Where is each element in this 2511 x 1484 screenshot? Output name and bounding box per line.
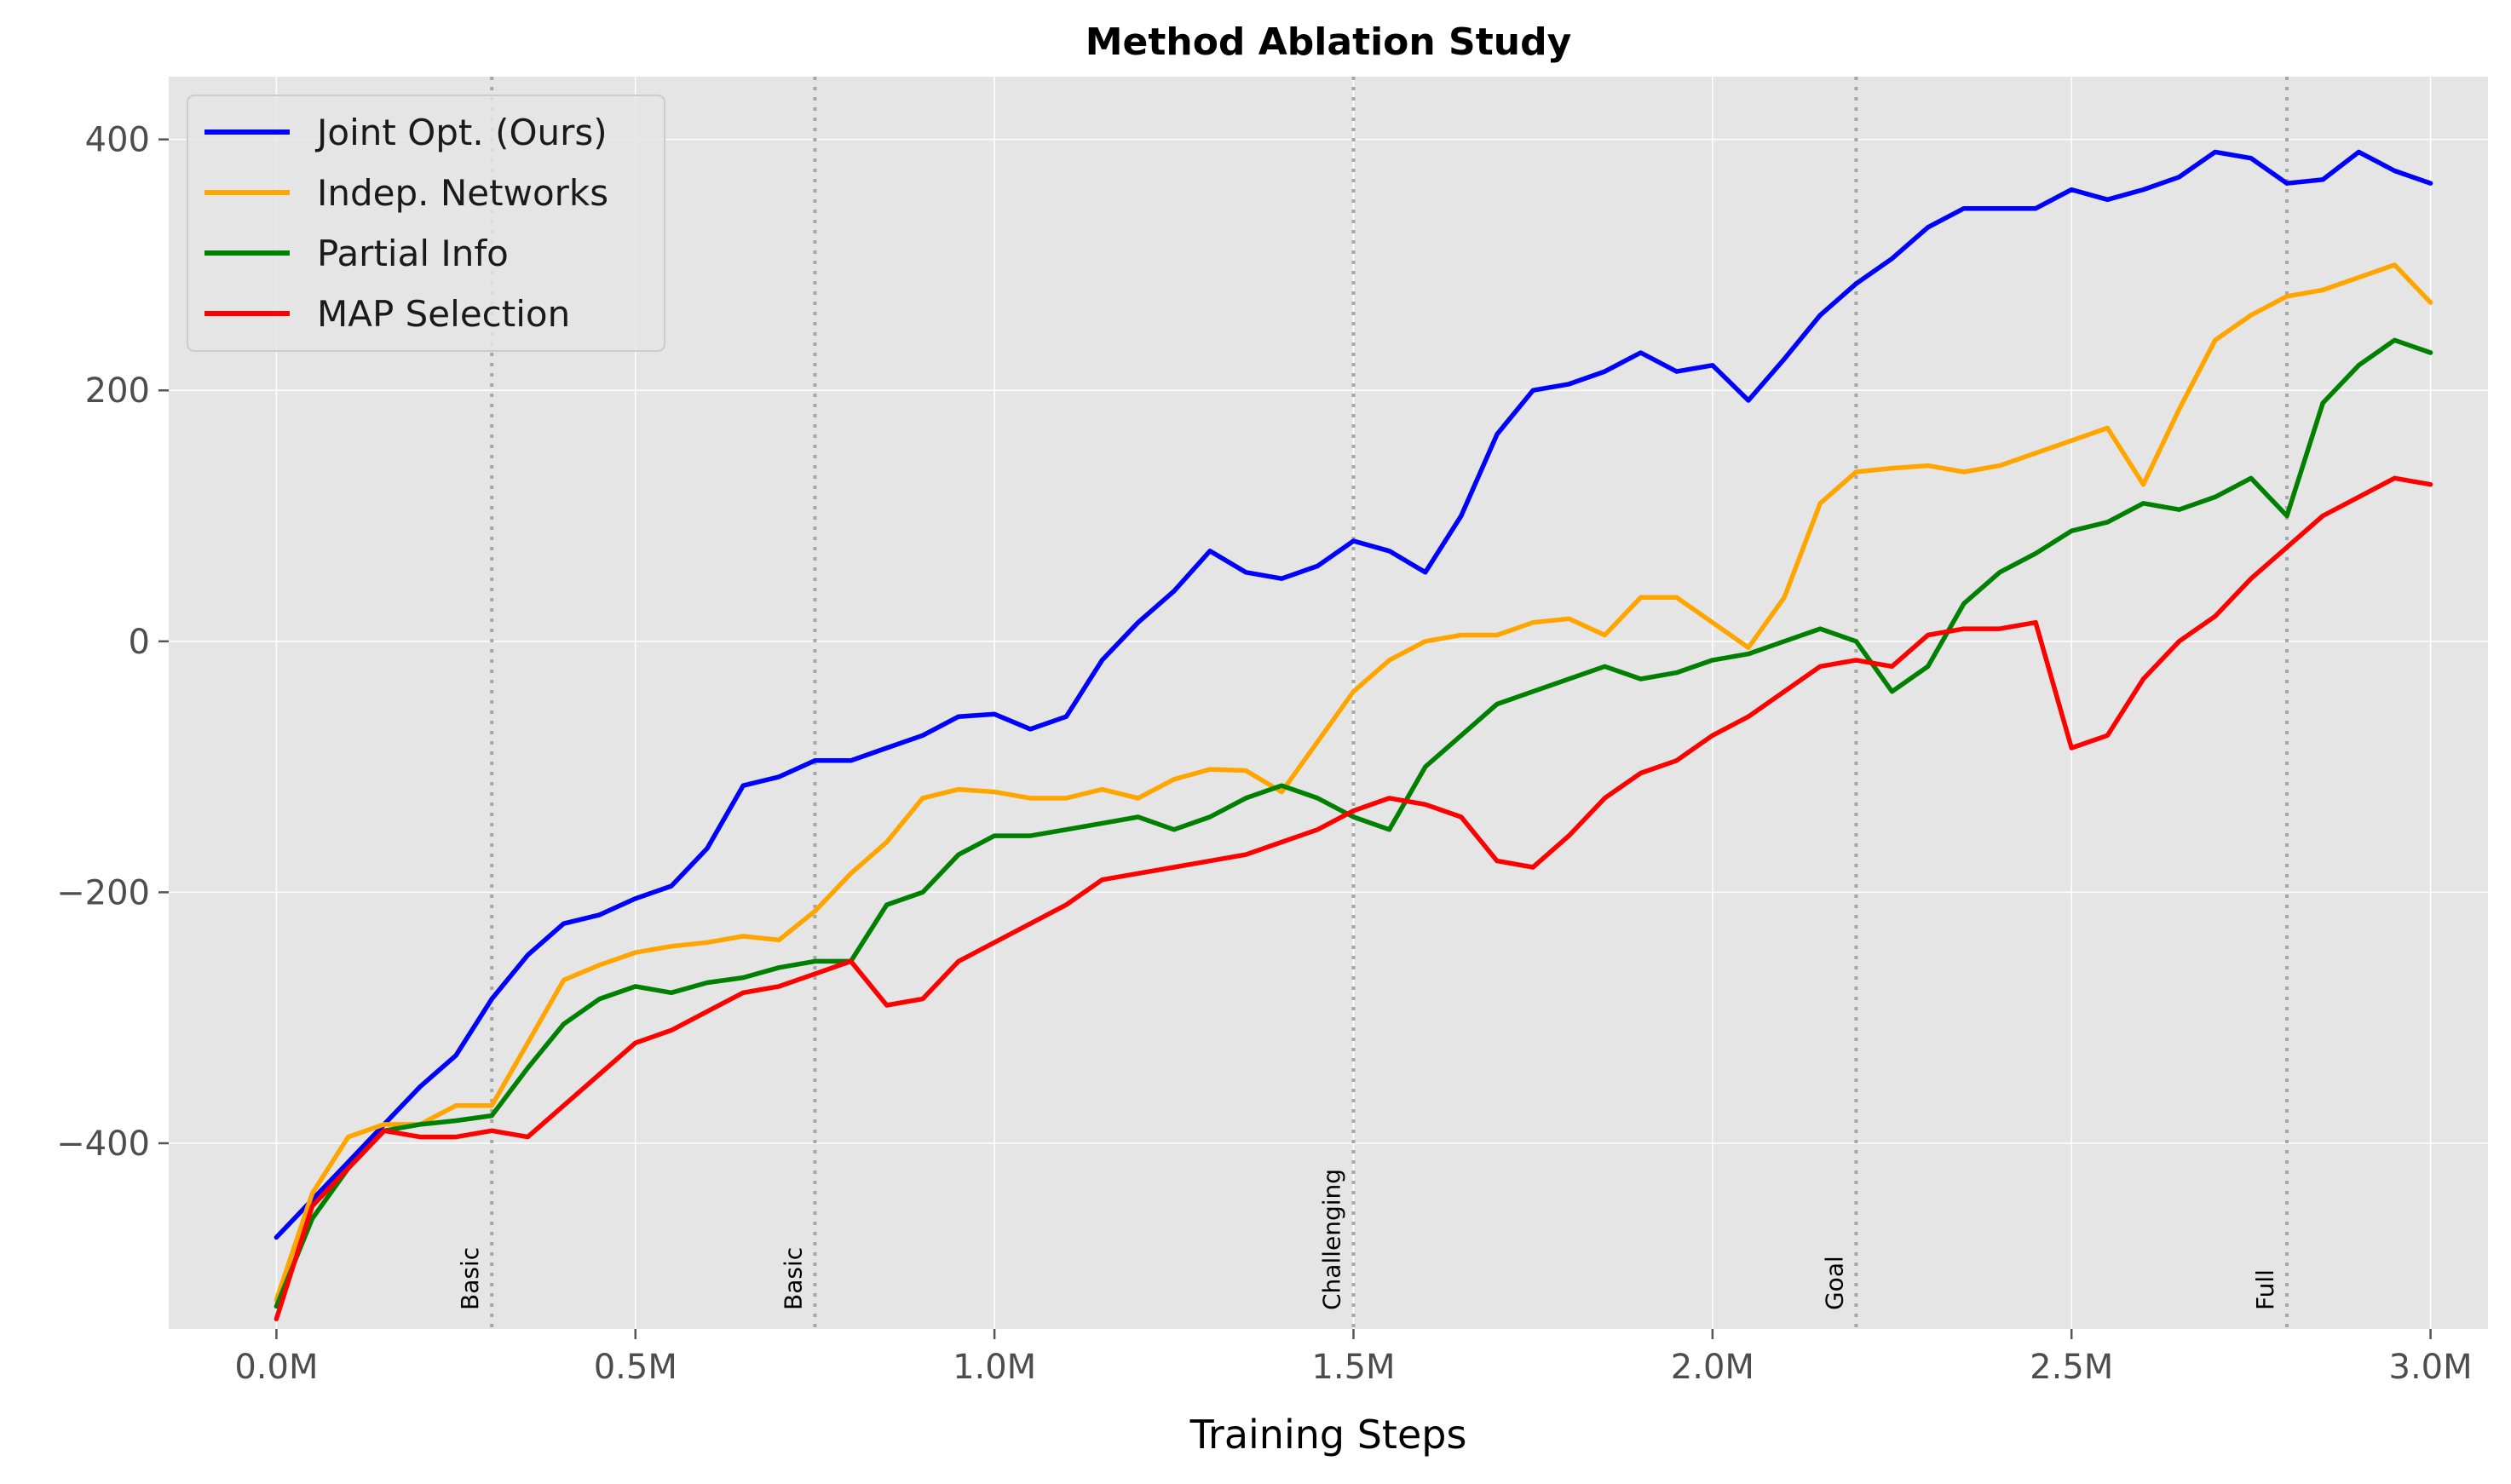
- x-tick-label: 0.0M: [234, 1348, 318, 1387]
- y-tick-label: −200: [56, 873, 150, 912]
- y-tick-label: −400: [56, 1125, 150, 1164]
- y-tick-label: 200: [85, 371, 150, 411]
- stage-marker-label: Full: [2251, 1269, 2279, 1310]
- legend-entry: MAP Selection: [317, 293, 570, 335]
- stage-marker-label: Basic: [456, 1247, 484, 1310]
- legend-box: [187, 95, 665, 352]
- y-tick-label: 400: [85, 121, 150, 160]
- series-line-0: [274, 149, 2433, 1240]
- legend-entry: Joint Opt. (Ours): [314, 112, 608, 153]
- stage-marker-label: Basic: [779, 1247, 807, 1310]
- x-tick-label: 2.0M: [1671, 1348, 1754, 1387]
- x-tick-label: 0.5M: [594, 1348, 677, 1387]
- stage-markers: Basic Basic Challenging Goal Full: [456, 77, 2289, 1329]
- chart-title: Method Ablation Study: [1086, 20, 1572, 64]
- x-tick-label: 1.0M: [953, 1348, 1036, 1387]
- legend-entry: Indep. Networks: [317, 172, 608, 214]
- stage-marker-label: Goal: [1820, 1256, 1848, 1310]
- series-line-3: [274, 475, 2433, 1321]
- x-tick-label: 1.5M: [1311, 1348, 1395, 1387]
- y-axis-ticks: −400 −200 0 200 400: [56, 121, 169, 1164]
- x-axis-label: Training Steps: [1189, 1412, 1467, 1458]
- stage-marker-label: Challenging: [1317, 1169, 1345, 1310]
- x-axis-ticks: 0.0M 0.5M 1.0M 1.5M 2.0M 2.5M 3.0M: [234, 1329, 2473, 1387]
- series-line-1: [274, 262, 2433, 1303]
- x-tick-label: 3.0M: [2389, 1348, 2473, 1387]
- series-line-2: [274, 337, 2433, 1309]
- x-tick-label: 2.5M: [2030, 1348, 2113, 1387]
- series-lines: [274, 149, 2433, 1321]
- y-tick-label: 0: [129, 623, 150, 662]
- grid: [169, 77, 2488, 1329]
- legend: Joint Opt. (Ours) Indep. Networks Partial …: [187, 95, 665, 352]
- legend-entry: Partial Info: [317, 233, 509, 274]
